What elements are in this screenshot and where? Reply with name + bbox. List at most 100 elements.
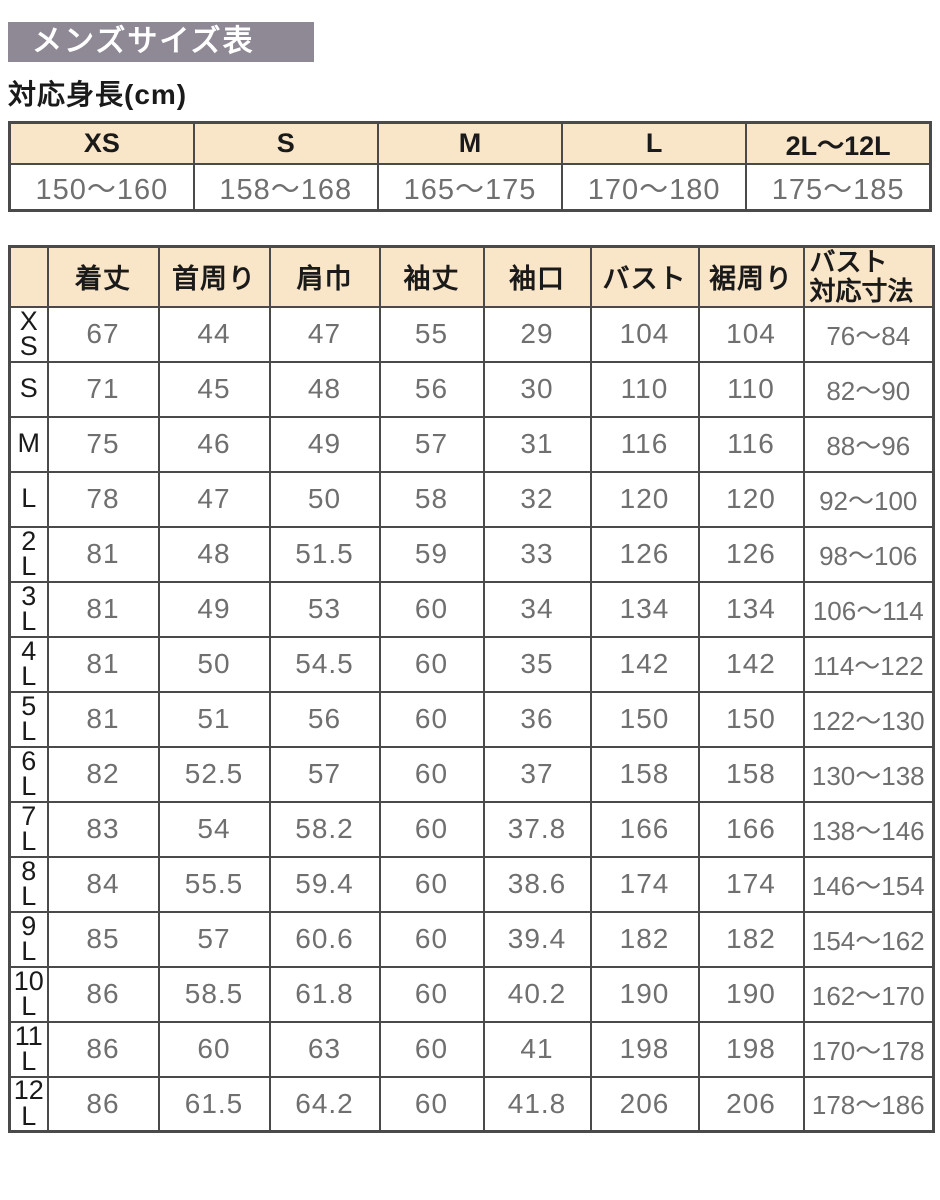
size-value-cell: 51 — [157, 690, 271, 748]
height-table: XS S M L 2L〜12L 150〜160 158〜168 165〜175 … — [8, 121, 932, 212]
size-value-cell: 182 — [589, 910, 700, 968]
size-value-cell: 63 — [268, 1020, 381, 1078]
size-value-cell: 110 — [697, 360, 805, 418]
height-header-cell: S — [192, 121, 379, 165]
size-value-cell: 48 — [157, 525, 271, 583]
table-row: 12 L 86 61.5 64.2 60 41.8 206 206 178〜18… — [8, 1075, 935, 1133]
size-row-label: 8 L — [8, 855, 49, 913]
size-value-cell: 60.6 — [268, 910, 381, 968]
size-value-cell: 110 — [589, 360, 700, 418]
size-value-cell: 120 — [589, 470, 700, 528]
size-row-label: 10 L — [8, 965, 49, 1023]
size-value-cell: 92〜100 — [802, 470, 935, 528]
size-value-cell: 44 — [157, 305, 271, 363]
size-value-cell: 64.2 — [268, 1075, 381, 1133]
size-value-cell: 190 — [589, 965, 700, 1023]
size-value-cell: 182 — [697, 910, 805, 968]
size-value-cell: 61.8 — [268, 965, 381, 1023]
size-row-label: 6 L — [8, 745, 49, 803]
size-value-cell: 60 — [378, 910, 485, 968]
size-table: 着丈 首周り 肩巾 袖丈 袖口 バスト 裾周り バスト 対応寸法 X S 67 … — [8, 244, 935, 1134]
table-row: 3 L 81 49 53 60 34 134 134 106〜114 — [8, 580, 935, 638]
size-row-label: 11 L — [8, 1020, 49, 1078]
size-value-cell: 58.2 — [268, 800, 381, 858]
size-value-cell: 50 — [157, 635, 271, 693]
size-value-cell: 81 — [46, 525, 160, 583]
size-value-cell: 170〜178 — [802, 1020, 935, 1078]
size-value-cell: 59 — [378, 525, 485, 583]
size-value-cell: 67 — [46, 305, 160, 363]
size-value-cell: 82〜90 — [802, 360, 935, 418]
table-row: 2 L 81 48 51.5 59 33 126 126 98〜106 — [8, 525, 935, 583]
size-value-cell: 60 — [378, 965, 485, 1023]
size-value-cell: 60 — [378, 800, 485, 858]
size-value-cell: 104 — [697, 305, 805, 363]
size-value-cell: 104 — [589, 305, 700, 363]
size-value-cell: 116 — [697, 415, 805, 473]
size-value-cell: 88〜96 — [802, 415, 935, 473]
size-value-cell: 58.5 — [157, 965, 271, 1023]
size-value-cell: 45 — [157, 360, 271, 418]
table-row: 4 L 81 50 54.5 60 35 142 142 114〜122 — [8, 635, 935, 693]
size-column-header: 着丈 — [46, 245, 160, 308]
size-value-cell: 47 — [268, 305, 381, 363]
size-value-cell: 126 — [697, 525, 805, 583]
size-value-cell: 162〜170 — [802, 965, 935, 1023]
table-row: 7 L 83 54 58.2 60 37.8 166 166 138〜146 — [8, 800, 935, 858]
size-row-label: 12 L — [8, 1075, 49, 1133]
table-row: 5 L 81 51 56 60 36 150 150 122〜130 — [8, 690, 935, 748]
size-value-cell: 82 — [46, 745, 160, 803]
height-header-cell: M — [376, 121, 564, 165]
size-value-cell: 158 — [589, 745, 700, 803]
size-value-cell: 58 — [378, 470, 485, 528]
size-value-cell: 150 — [589, 690, 700, 748]
size-value-cell: 41.8 — [482, 1075, 592, 1133]
size-value-cell: 126 — [589, 525, 700, 583]
height-label: 対応身長(cm) — [8, 79, 188, 110]
size-value-cell: 29 — [482, 305, 592, 363]
size-value-cell: 206 — [589, 1075, 700, 1133]
size-value-cell: 57 — [157, 910, 271, 968]
size-value-cell: 138〜146 — [802, 800, 935, 858]
size-value-cell: 60 — [378, 580, 485, 638]
size-value-cell: 130〜138 — [802, 745, 935, 803]
size-value-cell: 61.5 — [157, 1075, 271, 1133]
size-value-cell: 60 — [378, 635, 485, 693]
size-value-cell: 154〜162 — [802, 910, 935, 968]
size-value-cell: 178〜186 — [802, 1075, 935, 1133]
size-value-cell: 59.4 — [268, 855, 381, 913]
size-value-cell: 206 — [697, 1075, 805, 1133]
size-value-cell: 34 — [482, 580, 592, 638]
size-corner-cell — [8, 245, 49, 308]
size-value-cell: 57 — [378, 415, 485, 473]
table-row: 11 L 86 60 63 60 41 198 198 170〜178 — [8, 1020, 935, 1078]
size-column-header: 裾周り — [697, 245, 805, 308]
size-row-label: 7 L — [8, 800, 49, 858]
size-value-cell: 75 — [46, 415, 160, 473]
table-row: 8 L 84 55.5 59.4 60 38.6 174 174 146〜154 — [8, 855, 935, 913]
size-value-cell: 166 — [589, 800, 700, 858]
size-row-label: 9 L — [8, 910, 49, 968]
size-value-cell: 31 — [482, 415, 592, 473]
size-value-cell: 98〜106 — [802, 525, 935, 583]
table-row: 9 L 85 57 60.6 60 39.4 182 182 154〜162 — [8, 910, 935, 968]
table-row: 6 L 82 52.5 57 60 37 158 158 130〜138 — [8, 745, 935, 803]
height-header-cell: 2L〜12L — [745, 121, 932, 165]
size-value-cell: 120 — [697, 470, 805, 528]
size-row-label: X S — [8, 305, 49, 363]
table-row: X S 67 44 47 55 29 104 104 76〜84 — [8, 305, 935, 363]
size-column-header: 首周り — [157, 245, 271, 308]
size-value-cell: 51.5 — [268, 525, 381, 583]
size-column-header: 肩巾 — [268, 245, 381, 308]
size-value-cell: 150 — [697, 690, 805, 748]
size-value-cell: 146〜154 — [802, 855, 935, 913]
size-row-label: 4 L — [8, 635, 49, 693]
size-value-cell: 35 — [482, 635, 592, 693]
size-value-cell: 48 — [268, 360, 381, 418]
size-value-cell: 86 — [46, 1020, 160, 1078]
size-value-cell: 60 — [157, 1020, 271, 1078]
size-row-label: 3 L — [8, 580, 49, 638]
size-column-header: バスト 対応寸法 — [802, 245, 935, 308]
size-value-cell: 37 — [482, 745, 592, 803]
